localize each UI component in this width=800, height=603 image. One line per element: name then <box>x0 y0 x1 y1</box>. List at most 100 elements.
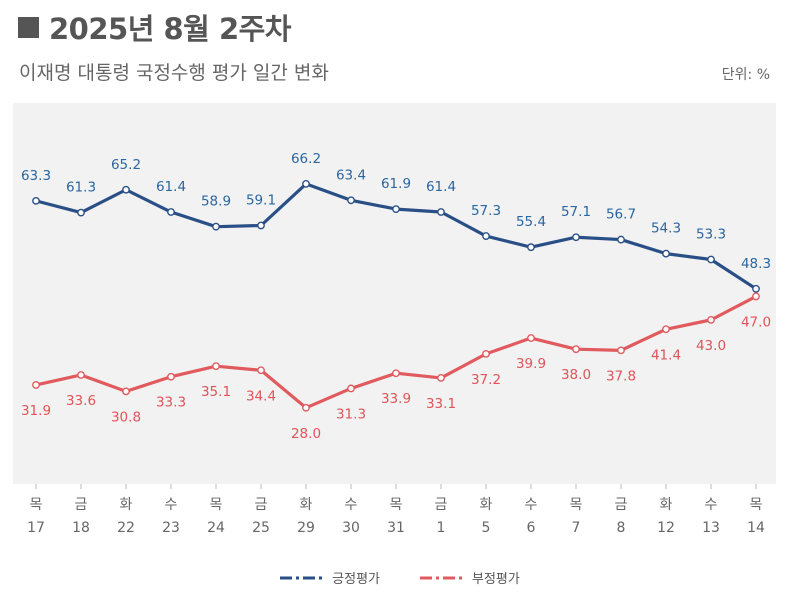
x-tick-day-label: 수 <box>165 497 178 513</box>
positive-data-point <box>167 208 175 216</box>
x-tick-day-label: 화 <box>120 497 133 513</box>
positive-data-point <box>482 232 490 240</box>
positive-data-label: 48.3 <box>741 256 771 272</box>
x-tick-date-label: 1 <box>437 520 446 536</box>
chart-title: 2025년 8월 2주차 <box>18 6 291 48</box>
positive-data-label: 63.3 <box>21 168 51 184</box>
unit-label: 단위: % <box>721 67 770 83</box>
positive-data-label: 58.9 <box>201 194 231 210</box>
x-tick-date-label: 7 <box>572 520 581 536</box>
positive-data-point <box>77 208 85 217</box>
negative-data-point <box>392 369 400 378</box>
x-tick-date-label: 24 <box>207 520 225 536</box>
x-tick-day-label: 금 <box>75 497 88 513</box>
x-tick-day-label: 수 <box>345 497 358 513</box>
negative-data-point <box>752 292 760 301</box>
negative-data-label: 35.1 <box>201 384 231 400</box>
negative-data-point <box>302 403 310 412</box>
x-tick-day-label: 수 <box>705 497 718 513</box>
negative-data-point <box>572 345 580 354</box>
x-tick-day-label: 목 <box>30 497 43 513</box>
legend-positive-label: 긍정평가 <box>332 572 380 587</box>
x-tick-day-label: 화 <box>300 497 313 513</box>
x-tick-date-label: 18 <box>72 520 90 536</box>
negative-data-label: 34.4 <box>246 388 276 404</box>
chart-subtitle: 이재명 대통령 국정수행 평가 일간 변화 <box>19 62 329 84</box>
plot-background <box>13 103 776 484</box>
positive-data-point <box>437 208 445 216</box>
negative-data-point <box>32 381 40 389</box>
negative-data-point <box>527 334 535 342</box>
positive-data-point <box>302 179 310 188</box>
negative-data-point <box>212 362 220 371</box>
x-tick-day-label: 금 <box>435 497 448 513</box>
positive-data-point <box>32 196 40 205</box>
positive-data-label: 55.4 <box>516 214 546 230</box>
x-tick-date-label: 5 <box>482 520 491 536</box>
negative-data-point <box>662 325 670 334</box>
positive-data-label: 61.4 <box>426 179 456 195</box>
positive-data-label: 63.4 <box>336 167 366 183</box>
negative-data-label: 43.0 <box>696 338 726 354</box>
positive-data-point <box>392 205 400 213</box>
legend-item-negative: 부정평가 <box>420 568 520 587</box>
negative-data-label: 41.4 <box>651 347 681 363</box>
negative-data-label: 37.2 <box>471 372 501 388</box>
positive-data-point <box>662 249 670 258</box>
positive-data-label: 59.1 <box>246 193 276 209</box>
positive-data-label: 53.3 <box>696 227 726 243</box>
title-text: 2025년 8월 2주차 <box>49 12 291 46</box>
negative-data-label: 47.0 <box>741 314 771 330</box>
legend: 긍정평가 부정평가 <box>0 568 800 587</box>
x-tick-date-label: 8 <box>617 520 626 536</box>
negative-data-point <box>437 374 445 382</box>
positive-data-label: 57.1 <box>561 204 591 220</box>
x-tick-date-label: 30 <box>342 520 360 536</box>
negative-data-label: 28.0 <box>291 426 321 442</box>
x-tick-date-label: 23 <box>162 520 180 536</box>
positive-data-point <box>122 185 130 194</box>
x-tick-day-label: 화 <box>660 497 673 513</box>
x-tick-day-label: 목 <box>570 497 583 513</box>
title-square-icon <box>18 17 39 38</box>
x-tick-day-label: 목 <box>210 497 223 513</box>
positive-data-point <box>707 255 715 264</box>
negative-data-point <box>167 372 175 381</box>
x-tick-date-label: 13 <box>702 520 720 536</box>
positive-data-label: 54.3 <box>651 221 681 237</box>
positive-data-point <box>572 233 580 242</box>
x-tick-day-label: 금 <box>255 497 268 513</box>
legend-positive-line-icon <box>280 576 327 579</box>
negative-data-label: 31.3 <box>336 406 366 422</box>
negative-data-label: 39.9 <box>516 356 546 372</box>
positive-data-label: 65.2 <box>111 157 141 173</box>
negative-data-point <box>617 346 625 355</box>
negative-data-label: 33.1 <box>426 396 456 412</box>
x-tick-day-label: 목 <box>390 497 403 513</box>
positive-data-point <box>212 222 220 231</box>
negative-data-label: 33.6 <box>66 393 96 409</box>
legend-negative-line-icon <box>420 576 466 579</box>
x-tick-date-label: 17 <box>27 520 45 536</box>
x-tick-day-label: 화 <box>480 497 493 513</box>
positive-data-point <box>527 243 535 252</box>
x-tick-date-label: 31 <box>387 520 405 536</box>
positive-data-point <box>347 196 355 205</box>
positive-data-label: 66.2 <box>291 151 321 167</box>
positive-data-point <box>617 235 625 244</box>
negative-data-label: 33.9 <box>381 391 411 407</box>
legend-item-positive: 긍정평가 <box>280 568 380 587</box>
negative-data-point <box>77 371 85 379</box>
positive-data-point <box>257 221 265 230</box>
x-tick-date-label: 29 <box>297 520 315 536</box>
x-tick-date-label: 25 <box>252 520 270 536</box>
x-tick-day-label: 목 <box>750 497 763 513</box>
x-tick-date-label: 6 <box>527 520 536 536</box>
positive-data-label: 57.3 <box>471 203 501 219</box>
negative-data-label: 38.0 <box>561 367 591 383</box>
positive-data-label: 61.4 <box>156 179 186 195</box>
negative-data-label: 30.8 <box>111 409 141 425</box>
negative-data-point <box>122 387 130 396</box>
negative-data-label: 31.9 <box>21 403 51 419</box>
